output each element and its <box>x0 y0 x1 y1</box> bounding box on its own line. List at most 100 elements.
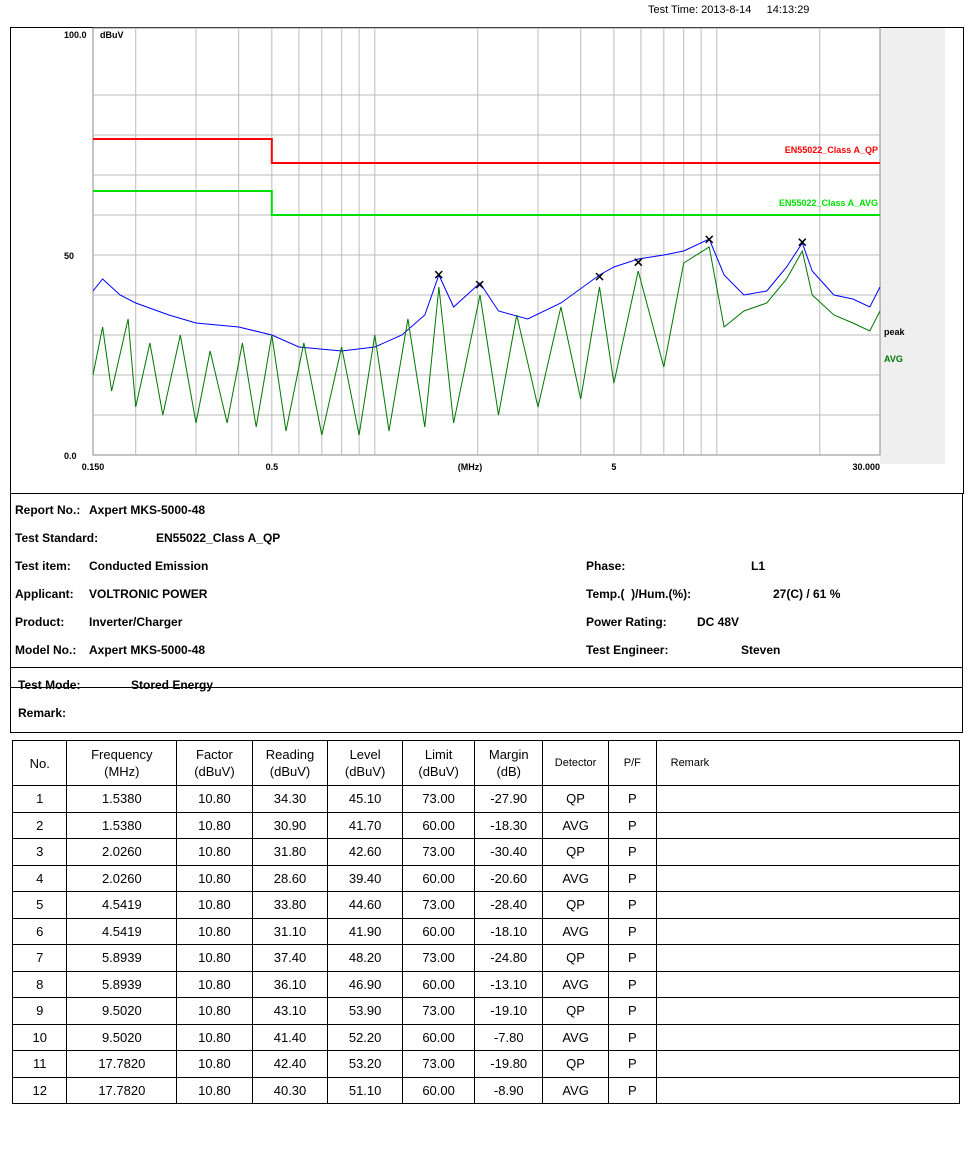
series-line <box>93 138 880 164</box>
field-label: Model No.: <box>15 643 77 657</box>
field-value: Conducted Emission <box>89 559 209 573</box>
table-row: 3 2.0260 10.80 31.80 42.60 73.00 -30.40 QP P <box>11 838 961 866</box>
mode-box: Test Mode: Stored Energy Remark: <box>10 667 963 733</box>
remark-cell <box>655 1076 961 1104</box>
y-tick-label: 0.0 <box>64 451 77 461</box>
table-cell: 42.60 <box>327 838 403 866</box>
header-cell: P/F <box>608 740 657 786</box>
field-value: 27(C) / 61 % <box>773 587 841 601</box>
table-cell: -8.90 <box>474 1076 544 1104</box>
table-cell: 60.00 <box>401 1076 476 1104</box>
table-cell: P <box>608 1023 657 1051</box>
table-cell: QP <box>542 1050 610 1078</box>
table-cell: 31.10 <box>251 917 329 945</box>
header-cell: No. <box>11 740 68 786</box>
table-cell: 48.20 <box>327 944 403 972</box>
table-cell: -27.90 <box>474 785 544 813</box>
table-cell: 43.10 <box>251 997 329 1025</box>
table-cell: 9.5020 <box>66 1023 178 1051</box>
table-cell: 1 <box>11 785 68 813</box>
table-cell: 53.20 <box>327 1050 403 1078</box>
table-cell: 10.80 <box>176 811 253 839</box>
table-cell: 7 <box>11 944 68 972</box>
header-cell: Level (dBuV) <box>327 740 403 786</box>
field-value: Axpert MKS-5000-48 <box>89 643 206 657</box>
table-row: 9 9.5020 10.80 43.10 53.90 73.00 -19.10 QP P <box>11 997 961 1025</box>
table-cell: -13.10 <box>474 970 544 998</box>
table-row: 4 2.0260 10.80 28.60 39.40 60.00 -20.60 AVG P <box>11 864 961 892</box>
table-cell: 60.00 <box>401 1023 476 1051</box>
table-cell: 17.7820 <box>66 1076 178 1104</box>
peak-marker <box>634 258 643 267</box>
plot-area <box>92 27 881 456</box>
table-cell: P <box>608 811 657 839</box>
remark-cell <box>655 785 961 813</box>
table-cell: 4.5419 <box>66 891 178 919</box>
table-cell: 10.80 <box>176 997 253 1025</box>
field-label: Test Engineer: <box>586 643 669 657</box>
table-cell: P <box>608 785 657 813</box>
table-cell: 10.80 <box>176 1076 253 1104</box>
table-cell: 1.5380 <box>66 785 178 813</box>
series-line <box>93 190 880 216</box>
field-label: Test Standard: <box>15 531 99 545</box>
table-cell: 5 <box>11 891 68 919</box>
table-cell: 53.90 <box>327 997 403 1025</box>
remark-cell <box>655 1050 961 1078</box>
table-cell: QP <box>542 944 610 972</box>
table-cell: 45.10 <box>327 785 403 813</box>
field-value: L1 <box>751 559 766 573</box>
legend-label: EN55022_Class A_QP <box>785 145 878 155</box>
table-cell: 73.00 <box>401 944 476 972</box>
field-label: Applicant: <box>15 587 74 601</box>
table-cell: 34.30 <box>251 785 329 813</box>
field-label: Phase: <box>586 559 626 573</box>
table-cell: 60.00 <box>401 970 476 998</box>
x-tick-label: 0.150 <box>82 462 105 472</box>
test-time: Test Time: 2013-8-14 14:13:29 <box>648 4 810 16</box>
table-cell: QP <box>542 997 610 1025</box>
remark-cell <box>655 838 961 866</box>
table-cell: QP <box>542 891 610 919</box>
table-cell: 10.80 <box>176 864 253 892</box>
remark-cell <box>655 1023 961 1051</box>
legend-label: peak <box>884 327 906 337</box>
field-label: Temp.( )/Hum.(%): <box>586 587 692 601</box>
remark-cell <box>655 997 961 1025</box>
peak-marker <box>798 238 807 247</box>
table-cell: 10 <box>11 1023 68 1051</box>
table-cell: 9.5020 <box>66 997 178 1025</box>
table-cell: QP <box>542 785 610 813</box>
table-cell: 60.00 <box>401 864 476 892</box>
header-cell: Margin (dB) <box>474 740 544 786</box>
field-value: DC 48V <box>697 615 740 629</box>
remark-cell <box>655 917 961 945</box>
table-cell: 10.80 <box>176 891 253 919</box>
table-cell: 41.40 <box>251 1023 329 1051</box>
peak-marker <box>595 272 604 281</box>
legend-label: AVG <box>884 354 903 364</box>
table-cell: AVG <box>542 1023 610 1051</box>
table-cell: -19.10 <box>474 997 544 1025</box>
field-value: VOLTRONIC POWER <box>89 587 208 601</box>
table-row: 11 17.7820 10.80 42.40 53.20 73.00 -19.80 QP P <box>11 1050 961 1078</box>
table-row: 12 17.7820 10.80 40.30 51.10 60.00 -8.90 AVG P <box>11 1076 961 1104</box>
table-cell: 73.00 <box>401 785 476 813</box>
table-cell: 37.40 <box>251 944 329 972</box>
header-cell: Detector <box>542 740 610 786</box>
table-cell: 44.60 <box>327 891 403 919</box>
table-cell: 10.80 <box>176 1050 253 1078</box>
table-cell: 33.80 <box>251 891 329 919</box>
table-cell: 28.60 <box>251 864 329 892</box>
table-cell: 46.90 <box>327 970 403 998</box>
info-box: Report No.: Axpert MKS-5000-48 Test Standa… <box>10 493 963 688</box>
y-unit: dBuV <box>100 30 124 40</box>
table-cell: 12 <box>11 1076 68 1104</box>
field-label: Product: <box>15 615 65 629</box>
table-cell: AVG <box>542 917 610 945</box>
table-row: 2 1.5380 10.80 30.90 41.70 60.00 -18.30 AVG P <box>11 811 961 839</box>
table-cell: P <box>608 891 657 919</box>
table-cell: 10.80 <box>176 785 253 813</box>
x-tick-label: 5 <box>611 462 616 472</box>
